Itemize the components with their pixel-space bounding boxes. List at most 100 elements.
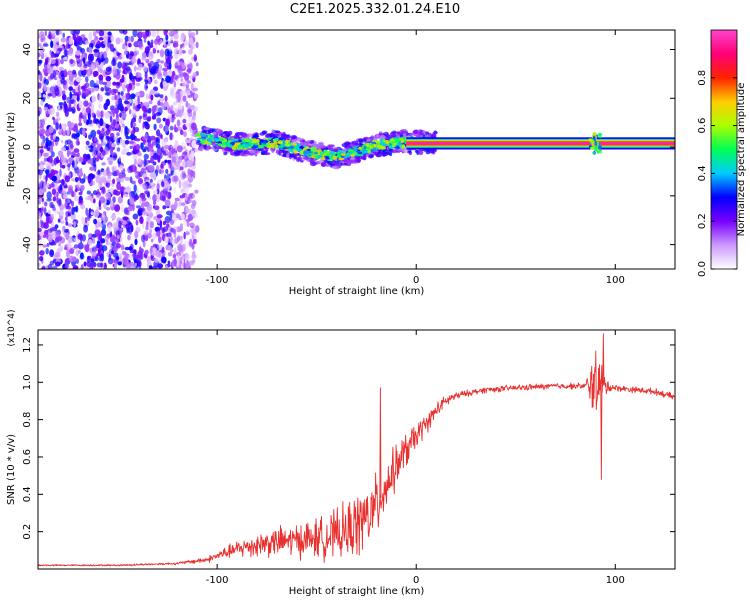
noise-blob [190,150,195,158]
noise-blob [90,64,96,71]
noise-blob [151,105,157,113]
y-tick-label: 0.4 [22,486,33,502]
noise-blob [150,155,155,164]
noise-blob [159,102,164,107]
drift-halo [243,150,250,155]
noise-blob [47,109,52,115]
colorbar-tick-label: 0.4 [697,165,708,181]
noise-blob [98,222,104,228]
noise-blob [55,30,60,36]
snr-line [38,333,675,567]
noise-blob [51,175,57,182]
noise-blob [110,35,114,42]
noise-blob [38,256,44,262]
noise-blob [92,70,99,77]
drift-core [251,146,258,149]
noise-blob [126,229,131,234]
noise-blob [148,164,154,172]
noise-blob [153,205,160,210]
noise-blob [74,157,79,161]
noise-blob [96,194,100,199]
noise-blob [54,224,59,229]
noise-blob [129,249,134,254]
noise-blob [50,53,55,59]
noise-blob [147,232,152,239]
drift-core [303,151,309,156]
noise-blob [174,145,178,151]
noise-blob [166,232,172,238]
disturbance-blob [593,131,596,137]
noise-blob [185,83,189,89]
noise-blob [130,93,136,100]
noise-blob [164,199,171,207]
drift-core [325,157,330,160]
noise-blob [67,223,73,227]
noise-blob [152,232,156,241]
noise-blob [160,60,164,64]
noise-blob [112,69,118,76]
noise-blob [117,95,121,99]
noise-blob [128,53,133,60]
noise-blob [38,227,42,233]
noise-blob [178,264,182,269]
drift-core [394,138,400,143]
noise-blob [49,249,55,256]
noise-blob [109,112,114,117]
noise-blob [149,60,154,66]
noise-blob [56,231,61,236]
noise-blob [172,42,179,48]
noise-blob [111,165,118,172]
noise-blob [193,56,198,61]
noise-blob [80,204,85,210]
noise-blob [192,238,197,245]
noise-blob [150,172,157,179]
noise-blob [192,194,196,199]
noise-blob [162,205,167,210]
noise-blob [109,146,114,155]
noise-blob [118,156,122,162]
noise-blob [71,108,76,114]
noise-blob [88,134,92,140]
drift-halo [212,143,216,147]
noise-blob [165,168,169,175]
noise-blob [69,91,72,100]
drift-halo [356,158,361,164]
noise-blob [179,155,183,161]
noise-blob [123,76,127,85]
drift-halo [350,157,356,160]
drift-core [275,144,279,149]
noise-blob [56,196,59,204]
noise-blob [144,249,149,255]
noise-blob [80,264,84,269]
noise-blob [98,94,103,103]
noise-blob [103,136,107,144]
noise-blob [102,81,107,86]
noise-blob [131,180,136,185]
noise-blob [99,206,102,210]
noise-blob [45,248,49,255]
noise-blob [178,180,182,189]
noise-blob [187,103,191,110]
noise-blob [99,68,103,74]
noise-blob [88,173,95,179]
drift-halo [335,147,342,150]
noise-blob [43,77,47,83]
drift-core [273,141,278,145]
noise-blob [50,59,56,65]
noise-blob [188,208,192,215]
noise-blob [115,81,121,86]
noise-blob [177,66,183,74]
noise-blob [72,88,76,94]
noise-blob [77,233,83,240]
drift-core [233,140,240,143]
x-tick-label: 100 [606,275,625,286]
noise-blob [159,229,163,238]
noise-blob [93,218,98,225]
y-axis-label: Frequency (Hz) [6,112,17,188]
noise-blob [94,87,99,92]
noise-blob [45,56,48,65]
noise-blob [159,49,165,58]
drift-halo [425,150,431,155]
noise-blob [109,132,115,138]
noise-blob [168,61,172,70]
